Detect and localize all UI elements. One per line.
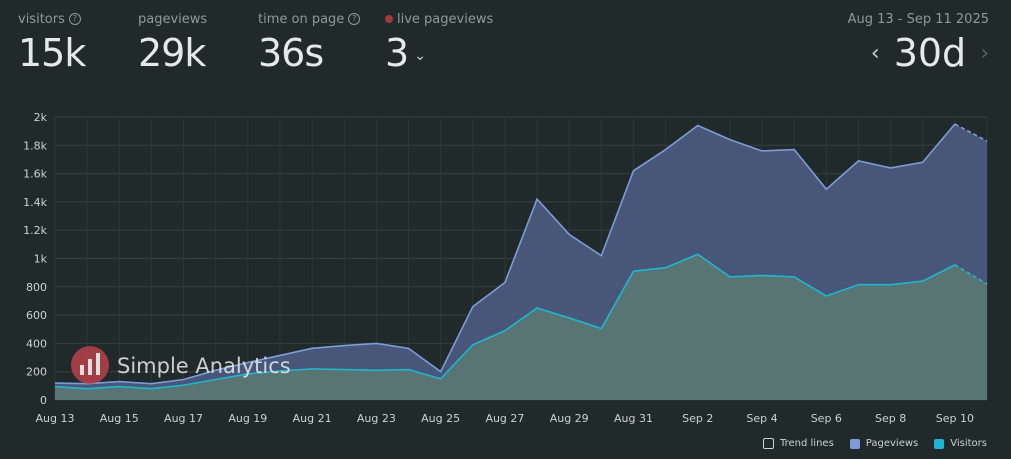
time-on-page-value: 36s xyxy=(258,31,324,75)
x-tick-label: Aug 21 xyxy=(293,412,332,425)
live-pageviews-stat[interactable]: live pageviews 3 ⌄ xyxy=(385,10,493,79)
pageviews-value: 29k xyxy=(138,31,206,75)
x-tick-label: Sep 8 xyxy=(875,412,906,425)
help-icon[interactable]: ? xyxy=(348,13,361,25)
legend-pageviews-label: Pageviews xyxy=(865,438,919,449)
x-tick-label: Aug 25 xyxy=(421,412,460,425)
legend: Trend lines Pageviews Visitors xyxy=(762,438,987,449)
legend-visitors-label: Visitors xyxy=(950,438,987,449)
watermark: Simple Analytics xyxy=(71,346,291,384)
y-tick-label: 1.4k xyxy=(23,196,47,209)
visitors-label: visitors xyxy=(18,11,65,27)
chevron-down-icon[interactable]: ⌄ xyxy=(414,47,426,64)
time-on-page-label: time on page xyxy=(258,11,345,27)
x-tick-label: Aug 13 xyxy=(36,412,75,425)
y-tick-label: 800 xyxy=(26,281,47,294)
checkbox-icon[interactable] xyxy=(934,438,945,449)
x-axis-labels: Aug 13 Aug 15 Aug 17 Aug 19 Aug 21 Aug 23 Aug … xyxy=(36,412,974,425)
x-tick-label: Sep 2 xyxy=(682,412,713,425)
legend-pageviews[interactable]: Pageviews xyxy=(849,438,919,449)
help-icon[interactable]: ? xyxy=(68,13,81,25)
line-pageviews-dashed xyxy=(954,123,988,142)
live-dot-icon xyxy=(385,15,393,23)
y-tick-label: 0 xyxy=(40,394,47,407)
x-tick-label: Sep 4 xyxy=(746,412,777,425)
x-tick-label: Aug 29 xyxy=(550,412,589,425)
line-visitors-dashed xyxy=(954,264,988,285)
logo-bar xyxy=(96,353,100,375)
x-tick-label: Aug 17 xyxy=(164,412,203,425)
x-tick-label: Sep 6 xyxy=(811,412,842,425)
x-tick-label: Aug 19 xyxy=(228,412,267,425)
visitors-stat: visitors? 15k xyxy=(18,10,86,76)
checkbox-icon[interactable] xyxy=(849,438,860,449)
period-value[interactable]: 30d xyxy=(893,31,967,75)
y-tick-label: 1k xyxy=(34,253,48,266)
pageviews-label: pageviews xyxy=(138,11,208,27)
live-pageviews-value: 3 xyxy=(385,31,409,75)
legend-trend[interactable]: Trend lines xyxy=(762,438,834,449)
legend-trend-label: Trend lines xyxy=(779,438,834,449)
watermark-text: Simple Analytics xyxy=(117,354,291,378)
x-tick-label: Sep 10 xyxy=(936,412,974,425)
logo-bar xyxy=(88,359,92,375)
y-tick-label: 200 xyxy=(26,366,47,379)
checkbox-icon[interactable] xyxy=(762,438,774,449)
y-tick-label: 1.6k xyxy=(23,168,47,181)
chart-areas xyxy=(54,123,988,400)
y-tick-label: 400 xyxy=(26,337,47,350)
chevron-left-icon[interactable]: ‹ xyxy=(870,40,880,66)
visitors-value: 15k xyxy=(18,31,86,75)
legend-visitors[interactable]: Visitors xyxy=(934,438,987,449)
x-tick-label: Aug 31 xyxy=(614,412,653,425)
y-tick-label: 2k xyxy=(34,111,48,124)
x-tick-label: Aug 15 xyxy=(100,412,139,425)
live-pageviews-label: live pageviews xyxy=(397,11,494,27)
logo-bar xyxy=(80,365,84,375)
x-tick-label: Aug 27 xyxy=(485,412,524,425)
pageviews-stat: pageviews 29k xyxy=(138,10,207,76)
y-tick-label: 1.2k xyxy=(23,224,47,237)
y-tick-label: 600 xyxy=(26,309,47,322)
y-axis-labels: 0 200 400 600 800 1k 1.2k 1.4k 1.6k 1.8k 2k xyxy=(23,111,47,407)
chevron-right-icon[interactable]: › xyxy=(980,40,989,66)
time-on-page-stat: time on page? 36s xyxy=(258,10,361,76)
y-tick-label: 1.8k xyxy=(23,139,47,152)
date-range: Aug 13 - Sep 11 2025 xyxy=(847,12,989,27)
x-tick-label: Aug 23 xyxy=(357,412,396,425)
area-visitors xyxy=(55,254,987,400)
period-selector: ‹ 30d › xyxy=(871,30,989,76)
